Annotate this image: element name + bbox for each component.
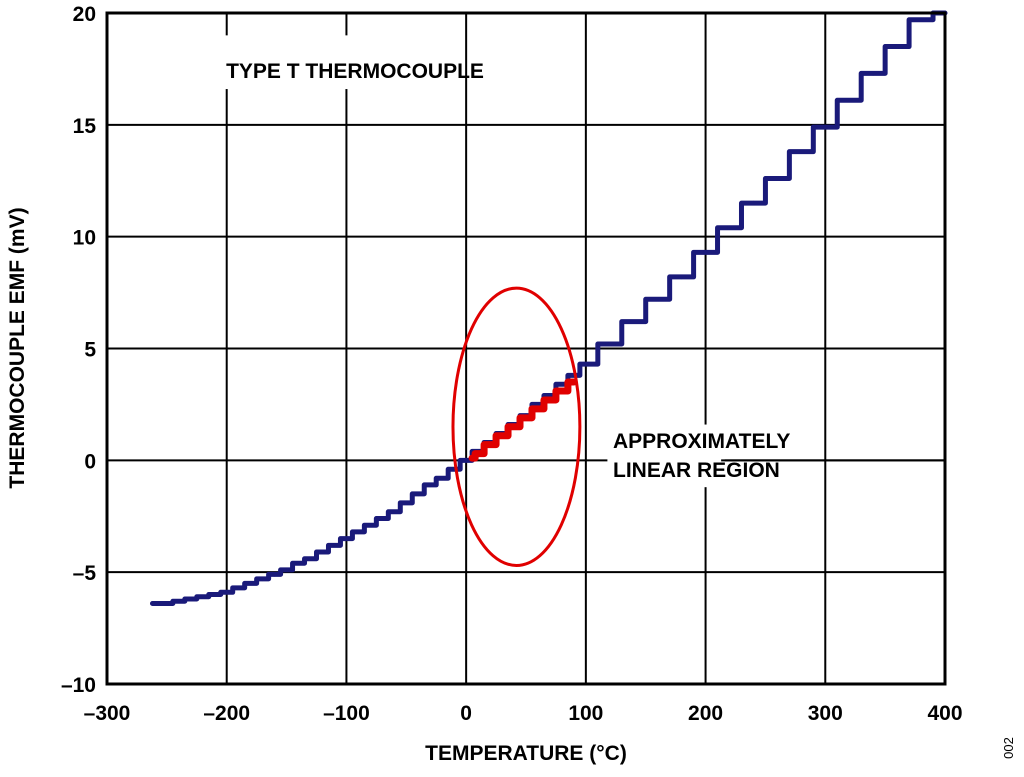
emf-data-point	[847, 98, 852, 103]
x-tick-label: –200	[203, 702, 250, 725]
grid	[107, 13, 945, 684]
emf-data-point	[332, 543, 337, 548]
x-tick-labels: –300 –200 –100 0 100 200 300 400	[84, 702, 963, 725]
emf-data-point	[224, 590, 229, 595]
emf-data-point	[188, 596, 193, 602]
emf-data-point	[727, 225, 732, 230]
emf-data-point	[150, 601, 155, 606]
emf-data-point	[751, 200, 756, 206]
emf-data-point	[631, 319, 636, 324]
x-tick-label: –300	[84, 702, 131, 725]
annotation-leader	[172, 35, 945, 488]
linear-region-highlight	[451, 286, 582, 567]
emf-data-point	[404, 500, 409, 506]
x-tick-label: 0	[460, 702, 472, 725]
x-tick-label: 100	[568, 702, 603, 725]
emf-data-point	[918, 17, 924, 22]
emf-data-point	[200, 594, 205, 599]
emf-data-point	[212, 592, 217, 597]
linear-region-point	[546, 396, 553, 403]
emf-data-point	[164, 601, 170, 606]
linear-region-point	[523, 414, 529, 421]
emf-data-point	[703, 250, 708, 255]
emf-data-point	[392, 509, 397, 514]
linear-region-series	[468, 378, 578, 462]
highlight-layer	[451, 286, 582, 567]
y-tick-label: 15	[73, 115, 97, 138]
x-tick-label: 200	[688, 702, 723, 725]
emf-data-point	[236, 585, 241, 591]
linear-region-label-line2: LINEAR REGION	[613, 459, 780, 482]
y-axis-title: THERMOCOUPLE EMF (mV)	[6, 207, 29, 488]
emf-data-point	[583, 361, 589, 367]
emf-data-point	[559, 382, 565, 387]
linear-region-point	[487, 441, 494, 448]
emf-data-point	[176, 599, 182, 604]
emf-data-point	[260, 576, 265, 582]
y-tick-labels: –10 –5 0 5 10 15 20	[61, 3, 96, 697]
emf-data-point	[368, 522, 373, 528]
figure-id: 002	[1001, 737, 1016, 759]
emf-data-point	[296, 561, 301, 566]
linear-region-point	[511, 423, 518, 430]
y-tick-label: 0	[84, 450, 96, 473]
emf-data-point	[894, 44, 900, 49]
emf-data-point	[428, 482, 433, 488]
y-tick-label: 20	[73, 3, 96, 26]
emf-data-point	[655, 297, 660, 302]
y-tick-label: –5	[73, 562, 97, 585]
x-tick-label: 400	[927, 702, 962, 725]
title-label-backdrop	[172, 35, 449, 90]
emf-data-point	[463, 458, 469, 463]
y-tick-label: –10	[61, 674, 96, 697]
thermocouple-type-label: TYPE T THERMOCOUPLE	[226, 60, 484, 83]
x-axis-title: TEMPERATURE (°C)	[425, 742, 627, 765]
linear-region-point	[499, 432, 506, 439]
region-label-backdrop	[607, 424, 722, 488]
plot-frame	[105, 11, 947, 686]
series-layer	[149, 10, 948, 606]
emf-data-point	[344, 536, 349, 541]
x-tick-label: 300	[808, 702, 843, 725]
linear-region-point	[558, 387, 565, 394]
emf-data-point	[356, 529, 361, 535]
emf-data-point	[607, 341, 612, 347]
emf-data-point	[308, 556, 313, 561]
emf-data-point	[284, 567, 289, 573]
x-tick-label: –100	[323, 702, 370, 725]
emf-data-point	[870, 71, 876, 76]
emf-data-point	[440, 476, 445, 481]
y-tick-label: 10	[73, 227, 96, 250]
emf-data-point	[799, 149, 804, 154]
linear-region-point	[534, 405, 541, 412]
emf-data-point	[775, 176, 780, 181]
emf-data-point	[272, 572, 277, 577]
emf-data-point	[380, 516, 385, 521]
emf-data-point	[248, 581, 253, 586]
emf-data-point	[320, 549, 325, 555]
emf-curve-series	[149, 10, 948, 606]
emf-data-point	[416, 491, 421, 497]
emf-data-point	[679, 274, 684, 280]
y-tick-label: 5	[84, 339, 96, 362]
linear-region-point	[475, 450, 482, 457]
linear-region-label-line1: APPROXIMATELY	[613, 430, 790, 453]
emf-data-point	[823, 124, 828, 130]
linear-region-point	[469, 455, 476, 462]
